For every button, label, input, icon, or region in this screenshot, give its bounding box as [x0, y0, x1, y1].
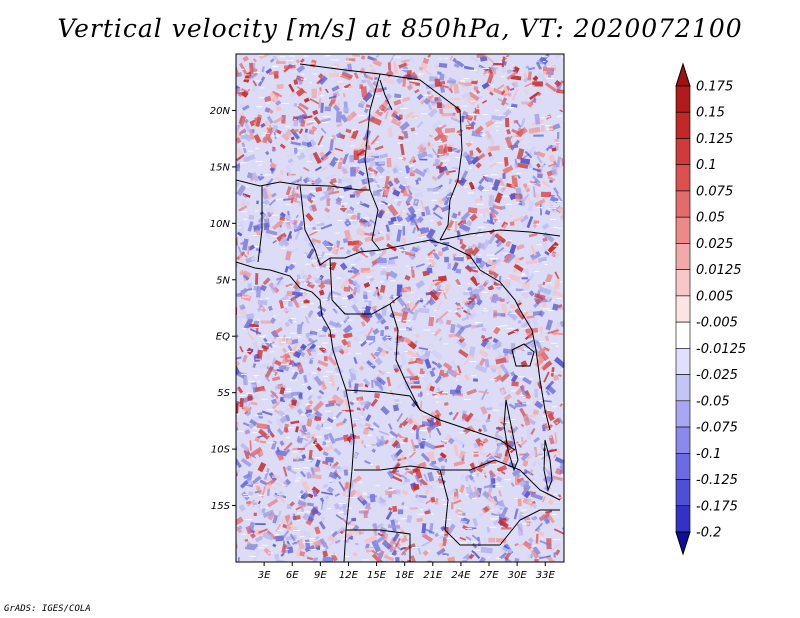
colorbar-top-arrow [675, 62, 691, 87]
lat-tick-label: 5S [217, 388, 230, 399]
lon-tick-label: 15E [367, 570, 387, 581]
coastline [236, 261, 355, 562]
colorbar-label: -0.1 [696, 447, 721, 462]
colorbar-swatch [675, 479, 691, 507]
colorbar-swatch [675, 295, 691, 323]
colorbar-swatch [675, 164, 691, 192]
grads-credit: GrADS: IGES/COLA [4, 604, 91, 614]
border-south-1 [346, 529, 411, 562]
colorbar-swatch [675, 374, 691, 402]
lon-tick-label: 3E [258, 570, 271, 581]
colorbar-swatch [675, 243, 691, 270]
lon-tick-label: 18E [395, 570, 415, 581]
lat-tick-label: 15S [211, 501, 231, 512]
colorbar-label: 0.0125 [696, 263, 742, 278]
border-congo [389, 303, 421, 411]
border-zambia [440, 459, 561, 501]
border-eastafrica [519, 309, 551, 431]
colorbar-label: -0.125 [696, 473, 738, 488]
colorbar-swatch [675, 505, 691, 533]
colorbar-swatch [675, 426, 691, 454]
colorbar-swatch [675, 348, 691, 375]
country-borders [236, 63, 561, 562]
border-nigeria [299, 184, 381, 266]
map-frame [235, 53, 565, 563]
lat-tick-label: 10S [211, 445, 231, 456]
colorbar-swatch [675, 216, 691, 244]
lon-tick-label: 24E [451, 570, 471, 581]
colorbar-swatch [675, 111, 691, 139]
lat-tick-label: EQ [216, 332, 230, 343]
colorbar-label: 0.075 [696, 184, 733, 199]
map-title: Vertical velocity [m/s] at 850hPa, VT: 2… [57, 14, 743, 43]
colorbar-label: 0.175 [696, 80, 733, 95]
map-axes: 20N 15N 10N 5N EQ 5S 10S 15S 3E 6E 9E 12E 15E 18E 21E 2… [210, 106, 556, 581]
lake-victoria [511, 343, 535, 367]
colorbar-label: 0.15 [696, 106, 725, 121]
colorbar-swatch [675, 85, 691, 113]
lat-tick-label: 15N [210, 162, 231, 173]
colorbar-swatch [675, 321, 691, 349]
lon-tick-label: 6E [286, 570, 299, 581]
colorbar-swatch [675, 269, 691, 297]
colorbar-label: -0.0125 [696, 342, 746, 357]
border-sahara-1 [299, 63, 463, 241]
colorbar-label: -0.005 [696, 316, 738, 331]
border-sudan [439, 229, 561, 241]
lon-tick-label: 30E [508, 570, 528, 581]
colorbar-label: -0.025 [696, 368, 738, 383]
colorbar-swatch [675, 452, 691, 480]
lat-tick-label: 20N [210, 106, 231, 117]
border-car [379, 239, 521, 311]
colorbar: 0.175 0.15 0.125 0.1 0.075 0.05 0.025 0.0125 0.0… [675, 62, 746, 556]
lon-tick-label: 9E [314, 570, 327, 581]
colorbar-label: -0.075 [696, 421, 738, 436]
colorbar-label: 0.025 [696, 237, 733, 252]
lon-tick-label: 33E [536, 570, 556, 581]
border-cameroon [329, 257, 401, 315]
lon-tick-label: 21E [423, 570, 443, 581]
vertical-velocity-field [236, 54, 564, 562]
colorbar-label: 0.1 [696, 158, 717, 173]
border-angola [354, 465, 500, 546]
lat-tick-label: 5N [216, 275, 230, 286]
lon-tick-label: 27E [480, 570, 500, 581]
colorbar-label: -0.05 [696, 394, 730, 409]
colorbar-label: 0.125 [696, 132, 733, 147]
colorbar-label: -0.2 [696, 526, 721, 541]
colorbar-swatch [675, 400, 691, 428]
colorbar-label: -0.175 [696, 499, 738, 514]
colorbar-bottom-arrow [675, 531, 691, 556]
nile-river [379, 79, 393, 111]
border-drc [345, 389, 516, 451]
lake-malawi [543, 439, 553, 492]
colorbar-swatch [675, 190, 691, 218]
lon-tick-label: 12E [339, 570, 359, 581]
border-south-2 [499, 509, 560, 546]
border-sahel-2 [257, 186, 263, 263]
lake-tanganyika [503, 399, 519, 472]
colorbar-swatch [675, 138, 691, 166]
lat-tick-label: 10N [210, 219, 231, 230]
colorbar-label: 0.05 [696, 211, 725, 226]
colorbar-label: 0.005 [696, 289, 733, 304]
